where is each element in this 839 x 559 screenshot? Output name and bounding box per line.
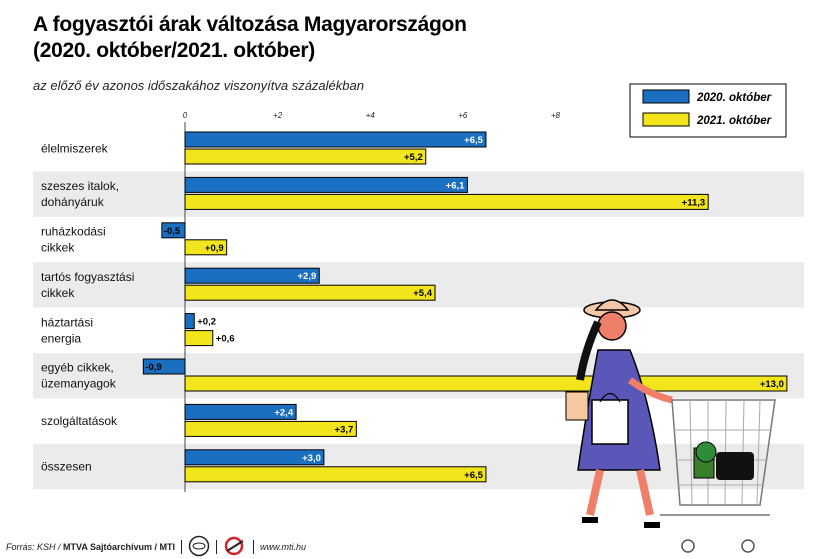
category-label: tartós fogyasztási xyxy=(41,270,134,284)
bar-2021 xyxy=(184,420,357,437)
footer: Forrás: KSH / MTVA Sajtóarchívum / MTI w… xyxy=(6,535,306,559)
data-label: +3,0 xyxy=(302,453,321,464)
data-label: +13,0 xyxy=(760,379,784,390)
bar-2021 xyxy=(184,239,228,256)
chart-subtitle: az előző év azonos időszakához viszonyít… xyxy=(33,78,364,93)
bar-2021 xyxy=(184,284,436,301)
category-label: cikkek xyxy=(41,241,75,255)
data-label: +0,2 xyxy=(197,317,216,328)
data-label: +2,9 xyxy=(298,271,317,282)
x-tick-label: +6 xyxy=(458,111,468,120)
category-label: szolgáltatások xyxy=(41,414,118,428)
footer-separator xyxy=(216,540,218,554)
data-label: +2,4 xyxy=(274,407,293,418)
category-label: összesen xyxy=(41,460,92,474)
bar-2020 xyxy=(184,131,487,148)
data-label: +0,6 xyxy=(216,334,235,345)
data-label: +5,4 xyxy=(413,288,432,299)
legend-swatch xyxy=(642,89,690,104)
data-label: +5,2 xyxy=(404,152,423,163)
category-label: üzemanyagok xyxy=(41,377,117,391)
legend-label: 2021. október xyxy=(696,115,772,127)
data-label: +6,5 xyxy=(464,470,483,481)
bar-2020 xyxy=(142,358,186,375)
x-tick-label: +4 xyxy=(366,111,376,120)
bar-2020 xyxy=(184,449,325,466)
bar-2021 xyxy=(184,193,709,210)
category-label: élelmiszerek xyxy=(41,142,109,156)
bar-2020 xyxy=(184,176,468,193)
footer-source: Forrás: KSH / MTVA Sajtóarchívum / MTI xyxy=(6,542,176,552)
bar-2020 xyxy=(184,267,320,284)
data-label: +11,3 xyxy=(682,197,706,208)
bar-2021 xyxy=(184,148,427,165)
category-labels: élelmiszerek szeszes italok, dohányáruk ruh… xyxy=(41,142,134,474)
legend: 2020. október 2021. október xyxy=(629,83,787,138)
footer-separator xyxy=(253,540,255,554)
data-label: +6,1 xyxy=(446,180,465,191)
chart-title: A fogyasztói árak változása Magyarország… xyxy=(33,12,467,64)
data-label: -0,9 xyxy=(145,362,161,373)
data-label: +0,9 xyxy=(205,243,224,254)
legend-label: 2020. október xyxy=(696,92,772,104)
data-label: +3,7 xyxy=(335,424,354,435)
category-label: dohányáruk xyxy=(41,195,105,209)
footer-url[interactable]: www.mti.hu xyxy=(260,542,307,552)
data-label: +6,5 xyxy=(464,135,483,146)
x-tick-label: 0 xyxy=(183,111,188,120)
bar-2021 xyxy=(184,330,214,347)
title-line-1: A fogyasztói árak változása Magyarország… xyxy=(33,13,467,36)
category-label: szeszes italok, xyxy=(41,179,119,193)
bar-2021 xyxy=(184,466,487,483)
mtva-logo-icon xyxy=(188,535,210,559)
x-tick-label: +2 xyxy=(273,111,283,120)
bar-2020 xyxy=(161,222,186,239)
category-label: cikkek xyxy=(41,286,75,300)
bar-2021 xyxy=(184,375,788,392)
category-label: energia xyxy=(41,331,81,345)
title-line-2: (2020. október/2021. október) xyxy=(33,39,315,62)
x-tick-label: +8 xyxy=(551,111,561,120)
row-bands xyxy=(33,171,804,490)
legend-swatch xyxy=(642,112,690,127)
bar-2020 xyxy=(184,313,195,330)
category-label: ruházkodási xyxy=(41,225,106,239)
data-label: -0,5 xyxy=(164,226,181,237)
footer-separator xyxy=(181,540,183,554)
mti-logo-icon xyxy=(223,535,247,559)
category-label: egyéb cikkek, xyxy=(41,361,114,375)
category-label: háztartási xyxy=(41,315,93,329)
shopper-illustration xyxy=(565,299,776,553)
bar-2020 xyxy=(184,403,297,420)
